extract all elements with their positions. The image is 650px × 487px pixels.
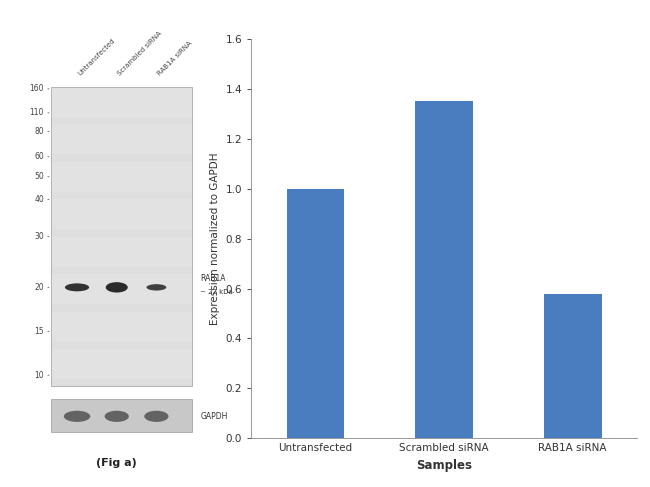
Text: RAB1A siRNA: RAB1A siRNA — [157, 40, 193, 77]
Bar — [51, 117, 192, 124]
Bar — [51, 154, 192, 162]
Bar — [51, 214, 192, 222]
Text: Scrambled siRNA: Scrambled siRNA — [117, 30, 163, 77]
Text: 160: 160 — [29, 84, 44, 94]
Bar — [51, 192, 192, 199]
Bar — [51, 312, 192, 319]
X-axis label: Samples: Samples — [416, 459, 472, 472]
Bar — [51, 184, 192, 192]
Bar — [51, 297, 192, 304]
Bar — [51, 364, 192, 372]
Bar — [51, 289, 192, 297]
Bar — [51, 87, 192, 386]
Ellipse shape — [64, 411, 90, 422]
Bar — [51, 102, 192, 110]
Bar — [51, 281, 192, 289]
Text: (Fig a): (Fig a) — [96, 458, 137, 468]
Text: 110: 110 — [30, 108, 44, 117]
Bar — [51, 244, 192, 252]
Bar — [415, 101, 473, 438]
Bar — [51, 266, 192, 274]
Bar — [51, 334, 192, 341]
Text: 10: 10 — [34, 371, 44, 380]
Bar — [51, 274, 192, 281]
Bar — [51, 304, 192, 312]
Bar — [51, 110, 192, 117]
Ellipse shape — [65, 283, 89, 291]
Bar — [51, 326, 192, 334]
Text: 40: 40 — [34, 195, 44, 204]
Bar — [51, 87, 192, 94]
Bar — [51, 162, 192, 169]
Bar — [51, 237, 192, 244]
Text: ~ 22 kDa: ~ 22 kDa — [200, 289, 233, 295]
Bar — [51, 94, 192, 102]
Bar — [51, 356, 192, 364]
Bar — [51, 132, 192, 139]
Bar — [51, 349, 192, 356]
Text: RAB1A: RAB1A — [200, 274, 226, 283]
Bar — [51, 399, 192, 432]
Text: Untransfected: Untransfected — [77, 37, 116, 77]
Text: 80: 80 — [34, 127, 44, 136]
Ellipse shape — [146, 284, 166, 291]
Bar — [51, 319, 192, 326]
Text: 15: 15 — [34, 327, 44, 336]
Bar — [51, 379, 192, 386]
Ellipse shape — [106, 282, 128, 293]
Text: 60: 60 — [34, 152, 44, 161]
Bar — [51, 124, 192, 132]
Bar — [51, 147, 192, 154]
Bar — [287, 188, 344, 438]
Bar — [51, 206, 192, 214]
Text: 30: 30 — [34, 232, 44, 241]
Bar — [544, 294, 602, 438]
Y-axis label: Expression normalized to GAPDH: Expression normalized to GAPDH — [210, 152, 220, 325]
Bar — [51, 229, 192, 237]
Bar — [51, 259, 192, 266]
Text: 50: 50 — [34, 172, 44, 181]
Bar — [51, 199, 192, 206]
Bar — [51, 169, 192, 177]
Bar — [51, 177, 192, 184]
Bar — [51, 139, 192, 147]
Text: 20: 20 — [34, 283, 44, 292]
Ellipse shape — [105, 411, 129, 422]
Bar — [51, 252, 192, 259]
Bar — [51, 372, 192, 379]
Bar — [51, 222, 192, 229]
Ellipse shape — [144, 411, 168, 422]
Text: GAPDH: GAPDH — [200, 412, 228, 421]
Bar — [51, 341, 192, 349]
